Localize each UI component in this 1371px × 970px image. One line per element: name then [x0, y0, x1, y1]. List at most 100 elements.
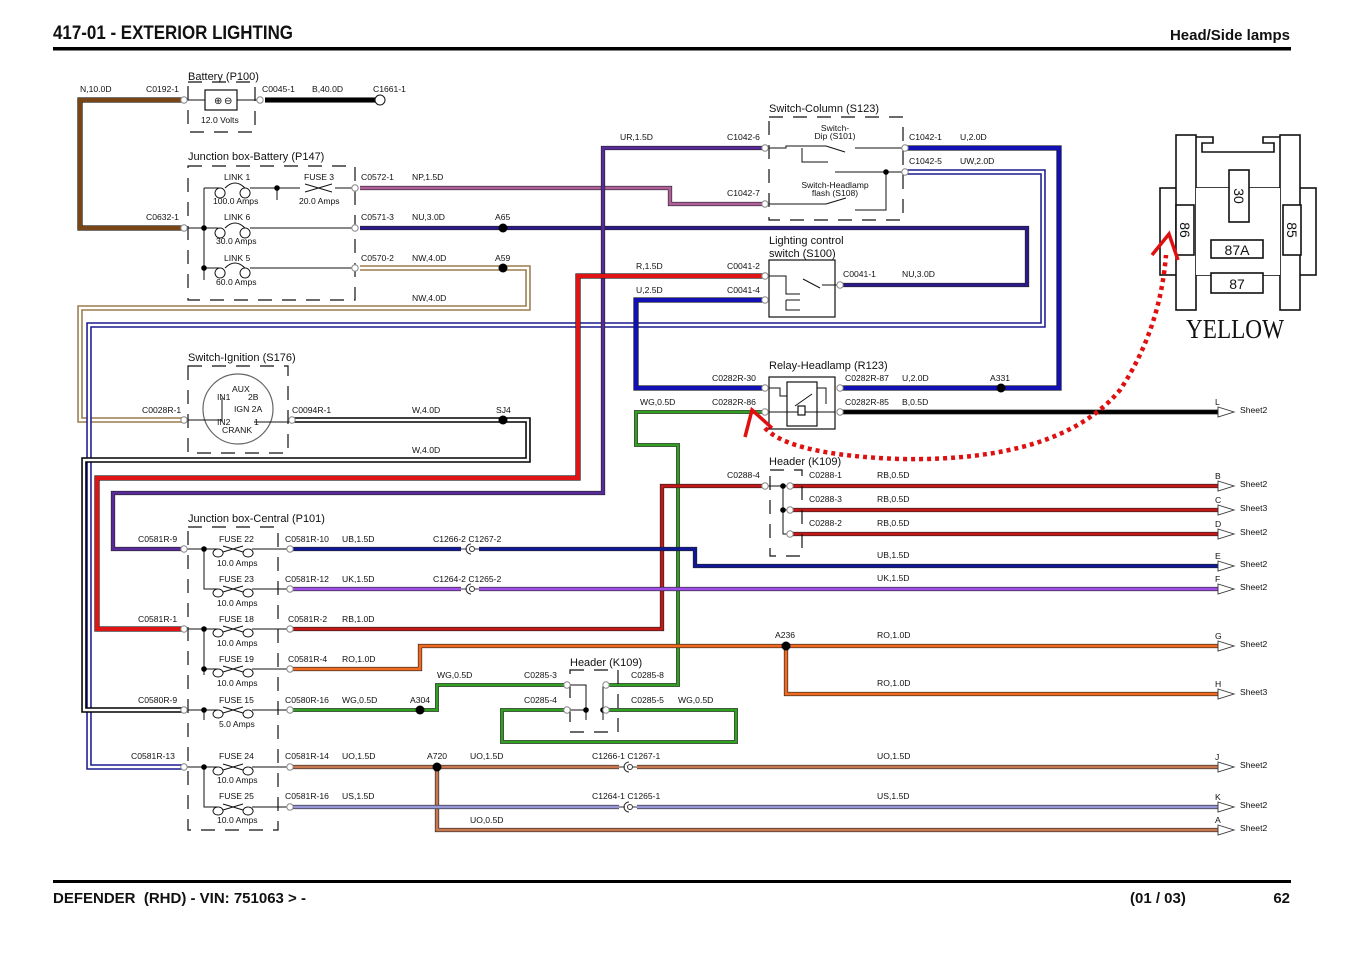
fuse-rating: 10.0 Amps	[217, 775, 258, 785]
annotation-dotted-path	[763, 254, 1169, 462]
splice-label: SJ4	[496, 405, 511, 415]
splice-sj4	[498, 415, 508, 425]
wire-label: NP,1.5D	[412, 172, 443, 182]
sheet-reference-arrow	[1217, 640, 1236, 652]
connector-pin	[180, 706, 188, 714]
wire-label: WG,0.5D	[437, 670, 472, 680]
wire-label: RB,1.0D	[342, 614, 374, 624]
connector-pin	[288, 416, 296, 424]
fuse-rating: 10.0 Amps	[217, 598, 258, 608]
pin-label: C1661-1	[373, 84, 406, 94]
inline-connector-icon	[619, 801, 637, 813]
wire-label: R,1.5D	[636, 261, 663, 271]
wire-ro-h-outline	[783, 646, 1218, 697]
ignition-position: IN2	[217, 417, 231, 427]
pin-label: C0581R-12	[285, 574, 329, 584]
wires-layer	[77, 97, 1218, 833]
splice-label: A304	[410, 695, 430, 705]
inline-connector-label: C1266-2 C1267-2	[433, 534, 502, 544]
connector-pin	[761, 296, 769, 304]
splice-a720	[432, 762, 442, 772]
jb-central-name: Junction box-Central (P101)	[188, 513, 325, 525]
output-letter: D	[1215, 519, 1221, 529]
inline-connector-label: C1266-1 C1267-1	[592, 751, 661, 761]
ignition-name: Switch-Ignition (S176)	[188, 352, 296, 364]
ignition-position: 1	[254, 417, 259, 427]
sheet-reference: Sheet2	[1240, 582, 1267, 592]
header-rule	[53, 47, 1291, 51]
splice-a331	[996, 383, 1006, 393]
connector-pin	[351, 264, 359, 272]
pin-label: C0288-2	[809, 518, 842, 528]
inline-connector-label: C1264-2 C1265-2	[433, 574, 502, 584]
pin-label: C0282R-85	[845, 397, 889, 407]
pin-label: C0580R-16	[285, 695, 329, 705]
output-letter: K	[1215, 792, 1221, 802]
ignition-internals	[184, 398, 292, 423]
pin-label: C0282R-87	[845, 373, 889, 383]
pin-86	[1175, 204, 1195, 256]
wire-ro-g-outline	[290, 643, 1218, 672]
header-k109-internals	[765, 485, 790, 535]
junction-box-battery	[187, 165, 356, 301]
annotation-arrowhead	[1150, 230, 1180, 261]
wire-label: UO,1.5D	[470, 751, 503, 761]
fuse-icon	[212, 665, 254, 678]
connector-pin	[180, 224, 188, 232]
fuse-rating: 10.0 Amps	[217, 558, 258, 568]
sheet-reference: Sheet2	[1240, 479, 1267, 489]
pin-label: C0041-1	[843, 269, 876, 279]
inline-connector-icon	[469, 546, 475, 552]
connector-pin	[180, 763, 188, 771]
footer-rule	[53, 880, 1291, 883]
wire-label: RO,1.0D	[877, 678, 910, 688]
pin-label: C1042-6	[727, 132, 760, 142]
lighting-switch-box	[768, 259, 836, 318]
pin-label: C0581R-4	[288, 654, 327, 664]
relay-color-label: YELLOW	[1186, 314, 1284, 344]
wire-label: US,1.5D	[877, 791, 909, 801]
labels-layer: Battery (P100) 12.0 Volts N,10.0D C0192-1 C0…	[80, 71, 1267, 833]
pin-label: C0570-2	[361, 253, 394, 263]
relay-box	[768, 376, 836, 430]
output-letter: C	[1215, 495, 1221, 505]
fuse-rating: 5.0 Amps	[219, 719, 255, 729]
wire-label: U,2.5D	[636, 285, 663, 295]
fuse-name: FUSE 22	[219, 534, 254, 544]
sheet-reference-arrow	[1217, 406, 1236, 418]
connector-pin	[901, 168, 909, 176]
pin-label: C0285-4	[524, 695, 557, 705]
ignition-switch-icon	[202, 373, 274, 445]
pin-label: C0581R-10	[285, 534, 329, 544]
wire-label: RO,1.0D	[877, 630, 910, 640]
wire-np-outline	[360, 185, 765, 207]
wire-ro-g	[290, 644, 1218, 671]
flash-switch-name: Switch-Headlamp	[801, 180, 869, 190]
pin-label: C0571-3	[361, 212, 394, 222]
annotation-arrowhead	[743, 406, 774, 438]
fusible-link-icon	[214, 222, 251, 239]
fuse-icon	[212, 803, 254, 816]
wire-label: WG,0.5D	[342, 695, 377, 705]
connector-pin	[602, 681, 610, 689]
wire-label: W,4.0D	[412, 445, 440, 455]
connector-pin	[351, 184, 359, 192]
connector-pin	[761, 144, 769, 152]
splice-a304	[415, 705, 425, 715]
inline-connector-label: C1264-1 C1265-1	[592, 791, 661, 801]
sheet-reference-arrow	[1217, 824, 1236, 836]
wire-label: UR,1.5D	[620, 132, 653, 142]
footer-page-of: (01 / 03)	[1130, 890, 1186, 907]
wire-label: NW,4.0D	[412, 253, 446, 263]
connector-pin	[901, 144, 909, 152]
sheet-reference: Sheet2	[1240, 405, 1267, 415]
pin-label: C0288-4	[727, 470, 760, 480]
node	[274, 185, 280, 191]
header-k109-lower-name: Header (K109)	[570, 657, 642, 669]
fuse-name: FUSE 24	[219, 751, 254, 761]
pin-label: C0581R-14	[285, 751, 329, 761]
sheet-reference: Sheet3	[1240, 503, 1267, 513]
relay-coil-icon	[797, 405, 806, 416]
ground-terminal-icon	[374, 94, 386, 106]
pin-label: C0581R-9	[138, 534, 177, 544]
